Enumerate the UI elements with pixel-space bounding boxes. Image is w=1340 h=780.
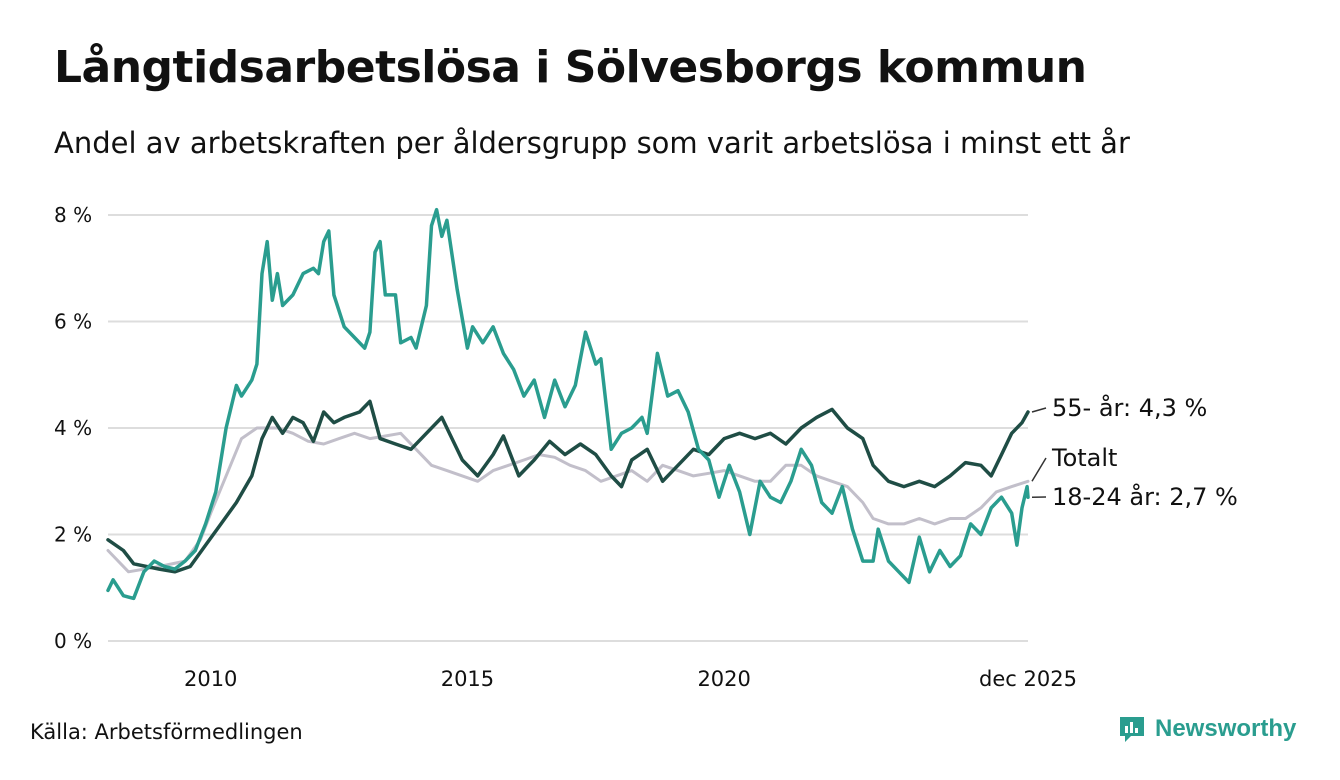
- end-label-leader: [1031, 407, 1047, 413]
- x-tick-label: 2020: [697, 667, 750, 691]
- series-line-totalt: [106, 426, 1030, 574]
- y-tick-label: 2 %: [54, 523, 92, 547]
- x-tick-label: dec 2025: [979, 667, 1077, 691]
- series-line-55-r: [106, 399, 1030, 574]
- newsworthy-logo-icon: [1120, 717, 1144, 742]
- end-label: 55- år: 4,3 %: [1052, 393, 1207, 422]
- brand-name: Newsworthy: [1155, 715, 1297, 742]
- source-note: Källa: Arbetsförmedlingen: [30, 720, 303, 744]
- series-lines: [106, 207, 1030, 601]
- y-tick-label: 0 %: [54, 629, 92, 653]
- chart-subtitle: Andel av arbetskraften per åldersgrupp s…: [54, 126, 1130, 160]
- brand-logo[interactable]: Newsworthy: [1117, 714, 1296, 744]
- end-labels: Totalt 55- år: 4,3 % 18-24 år: 2,7 %: [1031, 393, 1238, 511]
- y-tick-label: 6 %: [54, 310, 92, 334]
- end-label: 18-24 år: 2,7 %: [1052, 482, 1238, 511]
- grid-lines: [108, 214, 1028, 642]
- end-label-leader: [1031, 457, 1047, 482]
- end-label: Totalt: [1051, 444, 1117, 472]
- y-tick-label: 4 %: [54, 416, 92, 440]
- y-tick-label: 8 %: [54, 203, 92, 227]
- x-tick-label: 2015: [441, 667, 494, 691]
- y-axis-ticks: 0 % 2 % 4 % 6 % 8 %: [54, 203, 92, 653]
- x-tick-label: 2010: [184, 667, 237, 691]
- x-axis-ticks: 2010 2015 2020 dec 2025: [184, 667, 1077, 691]
- series-line-18-24-r: [106, 207, 1030, 601]
- chart-title: Långtidsarbetslösa i Sölvesborgs kommun: [54, 42, 1087, 93]
